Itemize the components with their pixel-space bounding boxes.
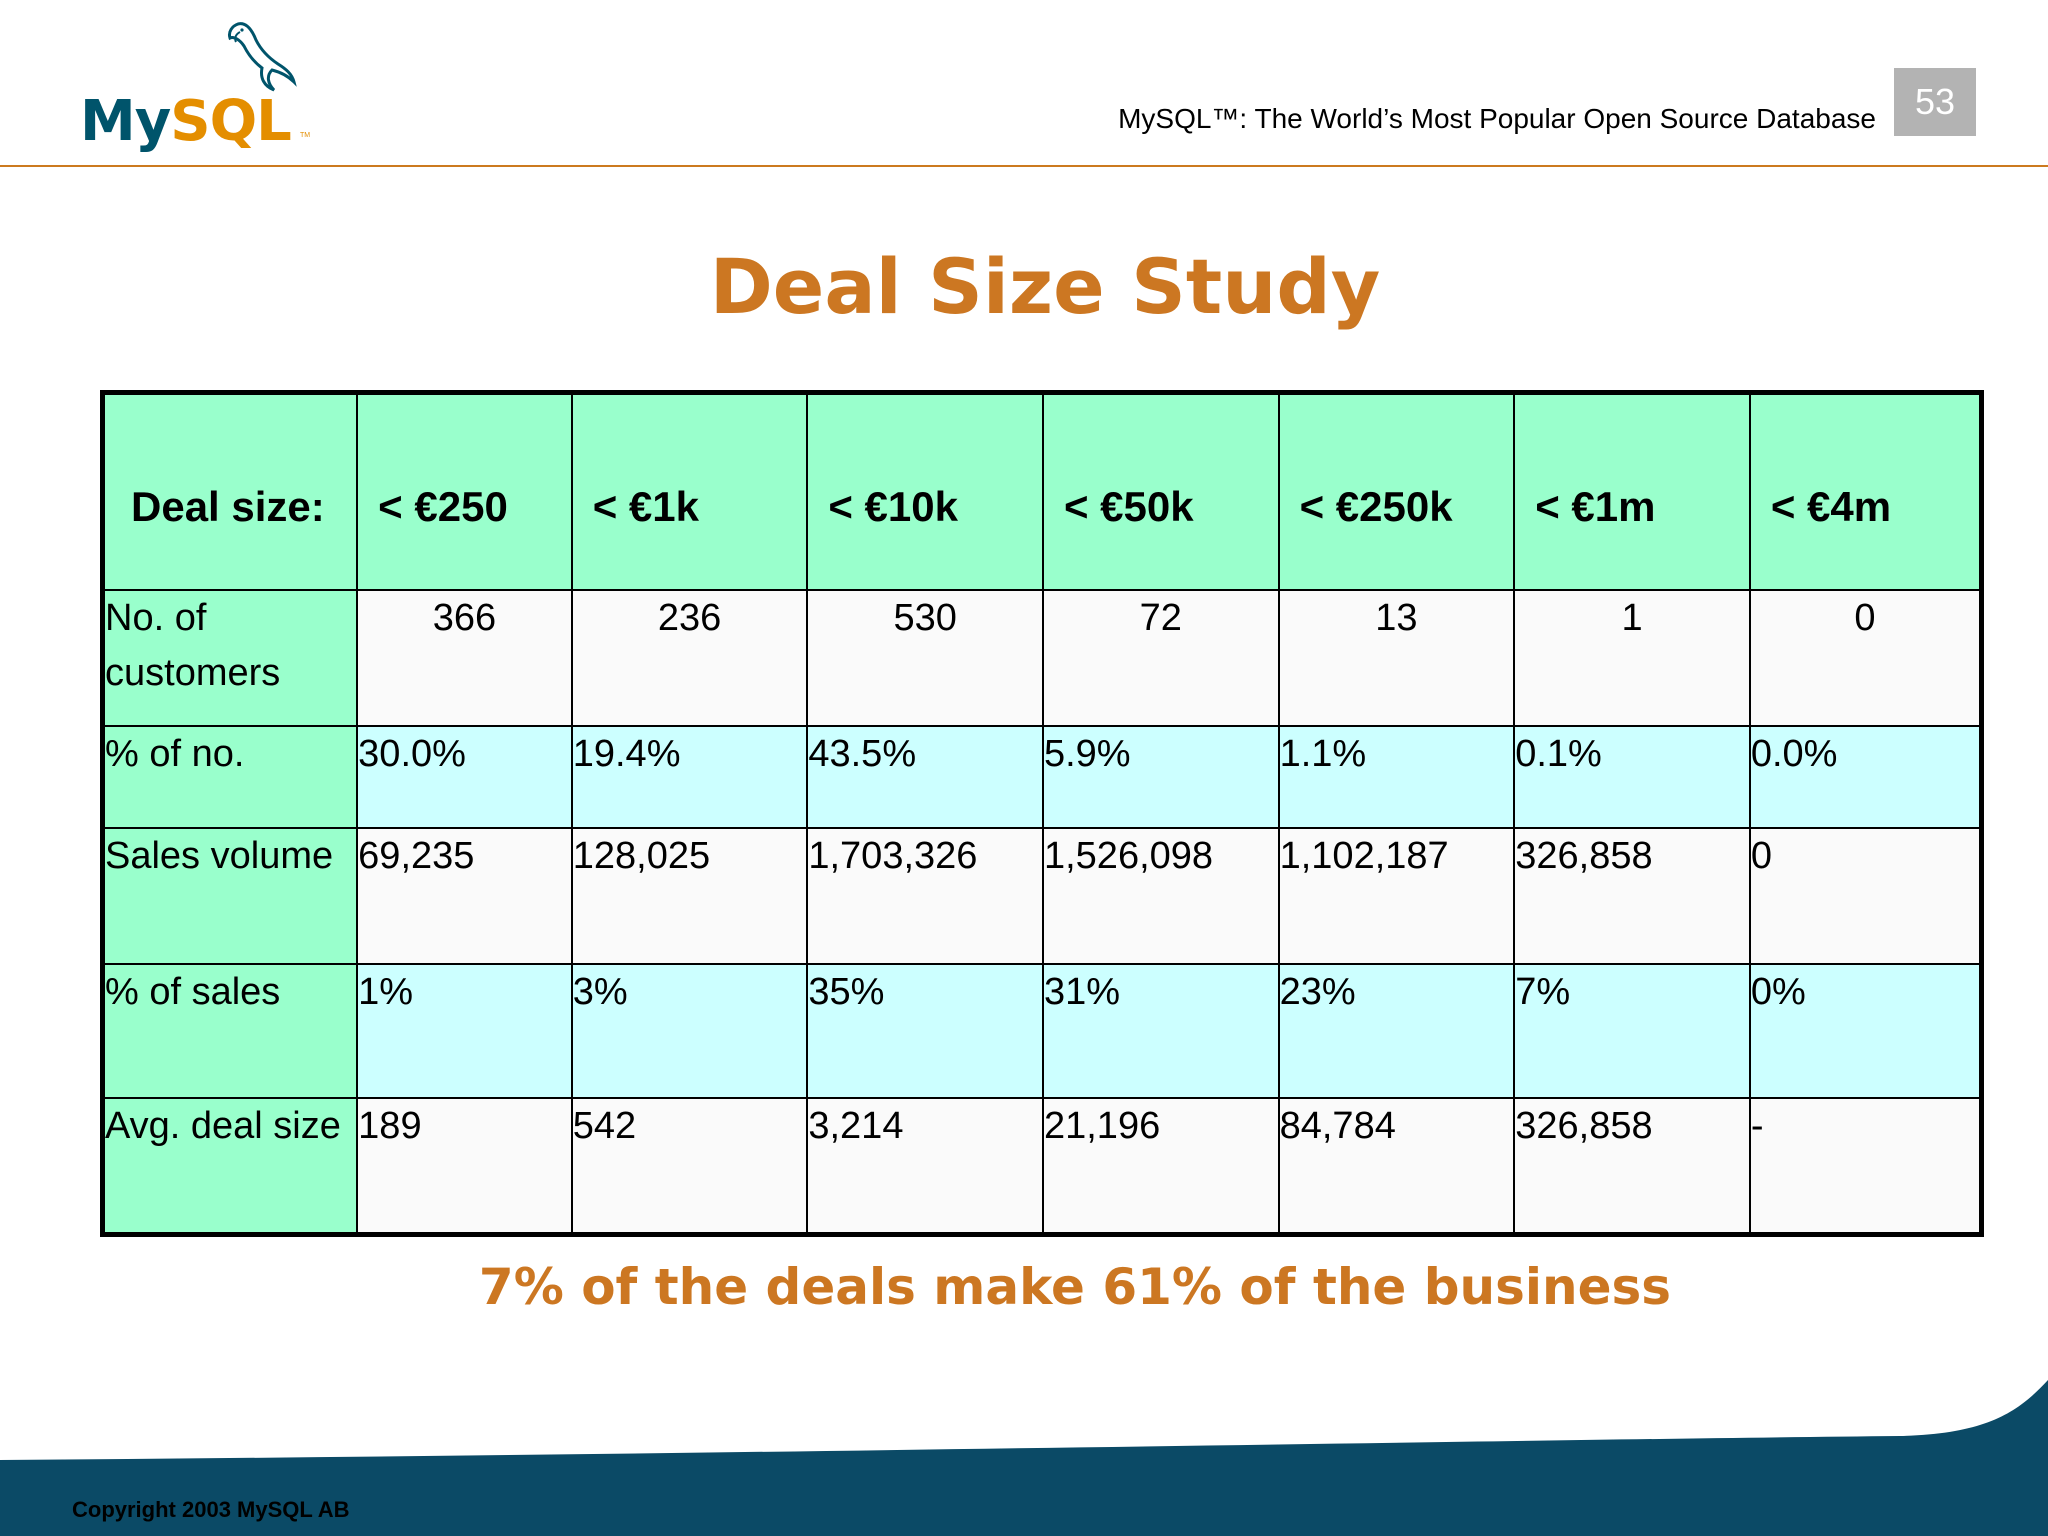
row-label: % of sales: [101, 963, 359, 1099]
table-row: Sales volume 69,235 128,025 1,703,326 1,…: [101, 827, 1983, 965]
table-cell: -: [1748, 1097, 1983, 1235]
table-cell: 13: [1277, 589, 1516, 727]
table-cell: 189: [356, 1097, 573, 1235]
logo-trademark: TM: [300, 132, 311, 139]
table-cell: 69,235: [356, 827, 573, 965]
table-cell: 72: [1041, 589, 1280, 727]
mysql-logo: MySQL TM: [76, 18, 326, 154]
table-row: % of sales 1% 3% 35% 31% 23% 7% 0%: [101, 963, 1983, 1099]
row-label: % of no.: [101, 725, 359, 829]
slide-title: Deal Size Study: [709, 242, 1381, 331]
column-header: < €1m: [1513, 391, 1751, 591]
table-cell: 0: [1748, 827, 1983, 965]
column-header: < €10k: [806, 391, 1044, 591]
table-cell: 542: [570, 1097, 809, 1235]
row-label: No. of customers: [101, 589, 359, 727]
table-cell: 23%: [1277, 963, 1516, 1099]
table-cell: 236: [570, 589, 809, 727]
dolphin-icon: [228, 22, 297, 92]
table-cell: 31%: [1041, 963, 1280, 1099]
table-cell: 1.1%: [1277, 725, 1516, 829]
table-cell: 0.0%: [1748, 725, 1983, 829]
logo-wordmark: MySQL: [80, 89, 292, 154]
column-header: < €1k: [570, 391, 809, 591]
column-header: < €250: [356, 391, 573, 591]
column-header: < €4m: [1748, 391, 1983, 591]
column-header: < €250k: [1277, 391, 1516, 591]
slide-number: 53: [1894, 68, 1976, 136]
table-cell: 3%: [570, 963, 809, 1099]
table-cell: 84,784: [1277, 1097, 1516, 1235]
table-cell: 7%: [1513, 963, 1751, 1099]
table-row: Avg. deal size 189 542 3,214 21,196 84,7…: [101, 1097, 1983, 1235]
column-header: Deal size:: [101, 391, 359, 591]
table-row: % of no. 30.0% 19.4% 43.5% 5.9% 1.1% 0.1…: [101, 725, 1983, 829]
table-cell: 1,526,098: [1041, 827, 1280, 965]
row-label: Sales volume: [101, 827, 359, 965]
footer-wave: [0, 1380, 2048, 1536]
row-label: Avg. deal size: [101, 1097, 359, 1235]
table-cell: 5.9%: [1041, 725, 1280, 829]
table-cell: 0.1%: [1513, 725, 1751, 829]
table-cell: 366: [356, 589, 573, 727]
table-cell: 1,102,187: [1277, 827, 1516, 965]
table-cell: 530: [806, 589, 1044, 727]
table-cell: 0%: [1748, 963, 1983, 1099]
table-header-row: Deal size: < €250 < €1k < €10k < €50k < …: [101, 391, 1983, 591]
deal-size-table: Deal size: < €250 < €1k < €10k < €50k < …: [100, 390, 1984, 1237]
copyright: Copyright 2003 MySQL AB: [72, 1497, 350, 1522]
table-row: No. of customers 366 236 530 72 13 1 0: [101, 589, 1983, 727]
table-cell: 30.0%: [356, 725, 573, 829]
header-divider: [0, 165, 2048, 167]
column-header: < €50k: [1041, 391, 1280, 591]
table-cell: 1,703,326: [806, 827, 1044, 965]
table-cell: 326,858: [1513, 1097, 1751, 1235]
table-cell: 326,858: [1513, 827, 1751, 965]
summary-statement: 7% of the deals make 61% of the business: [478, 1258, 1672, 1316]
table-cell: 35%: [806, 963, 1044, 1099]
table-cell: 128,025: [570, 827, 809, 965]
header-tagline: MySQL™: The World’s Most Popular Open So…: [1118, 103, 1876, 134]
table-cell: 1%: [356, 963, 573, 1099]
table-cell: 1: [1513, 589, 1751, 727]
table-cell: 21,196: [1041, 1097, 1280, 1235]
table-cell: 3,214: [806, 1097, 1044, 1235]
table-cell: 19.4%: [570, 725, 809, 829]
table-cell: 43.5%: [806, 725, 1044, 829]
table-cell: 0: [1748, 589, 1983, 727]
